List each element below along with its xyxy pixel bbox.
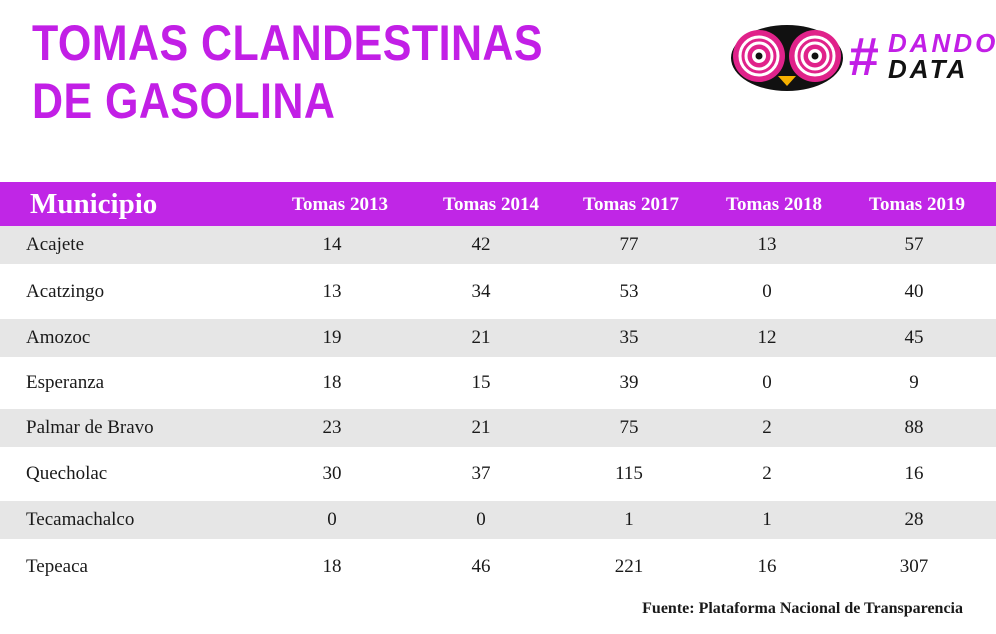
value-cell: 0 <box>476 509 486 530</box>
dando-data-owl-logo <box>731 25 843 91</box>
value-cell: 0 <box>762 280 772 302</box>
owl-right-eye-icon <box>789 30 841 82</box>
table-row: Amozoc 19 21 35 12 45 <box>0 319 996 357</box>
logo-word-data: DATA <box>888 54 969 84</box>
owl-left-eye-icon <box>733 30 785 82</box>
value-cell: 16 <box>757 555 777 577</box>
value-cell: 307 <box>899 555 929 577</box>
value-cell: 53 <box>619 280 639 302</box>
value-cell: 2 <box>762 417 772 438</box>
value-cell: 13 <box>757 234 777 255</box>
value-cell: 23 <box>322 417 342 438</box>
value-cell: 45 <box>904 327 924 348</box>
column-header-2018: Tomas 2018 <box>726 194 822 215</box>
row-municipio-cell: Palmar de Bravo <box>26 417 154 438</box>
value-cell: 57 <box>904 234 924 255</box>
value-cell: 13 <box>322 280 342 302</box>
value-cell: 39 <box>619 372 639 393</box>
source-note: Fuente: Plataforma Nacional de Transpare… <box>642 600 963 617</box>
value-cell: 88 <box>904 417 924 438</box>
value-cell: 1 <box>762 509 772 530</box>
value-cell: 37 <box>471 463 491 484</box>
value-cell: 19 <box>322 327 342 348</box>
value-cell: 1 <box>624 509 634 530</box>
value-cell: 34 <box>471 280 491 302</box>
value-cell: 77 <box>619 234 639 255</box>
value-cell: 30 <box>322 463 342 484</box>
value-cell: 21 <box>471 417 491 438</box>
table-row: Acajete 14 42 77 13 57 <box>0 226 996 264</box>
owl-beak-icon <box>778 76 796 86</box>
value-cell: 0 <box>762 372 772 393</box>
value-cell: 28 <box>904 509 924 530</box>
table-row: Palmar de Bravo 23 21 75 2 88 <box>0 409 996 447</box>
column-header-2017: Tomas 2017 <box>583 194 679 215</box>
value-cell: 221 <box>614 555 644 577</box>
value-cell: 115 <box>615 463 643 484</box>
table-row: Esperanza 18 15 39 0 9 <box>0 357 996 409</box>
title-line-1: TOMAS CLANDESTINAS <box>32 15 544 71</box>
row-municipio-cell: Acajete <box>26 234 85 255</box>
row-municipio-cell: Quecholac <box>26 463 108 484</box>
value-cell: 18 <box>322 372 342 393</box>
value-cell: 12 <box>757 327 777 348</box>
value-cell: 2 <box>762 463 772 484</box>
row-municipio-cell: Acatzingo <box>26 280 105 302</box>
table-row: Quecholac 30 37 115 2 16 <box>0 447 996 501</box>
column-header-2019: Tomas 2019 <box>869 194 965 215</box>
logo-hash: # <box>848 27 882 87</box>
value-cell: 15 <box>471 372 491 393</box>
table-body: Acajete 14 42 77 13 57 Acatzingo 13 34 53 0 40 Amozo… <box>0 226 996 594</box>
title-line-2: DE GASOLINA <box>32 73 336 129</box>
value-cell: 46 <box>471 555 491 577</box>
value-cell: 35 <box>619 327 639 348</box>
page-title: TOMAS CLANDESTINAS DE GASOLINA <box>32 14 543 130</box>
column-header-2014: Tomas 2014 <box>443 194 539 215</box>
row-municipio-cell: Amozoc <box>26 327 91 348</box>
column-header-municipio: Municipio <box>30 188 158 220</box>
row-municipio-cell: Tepeaca <box>26 555 88 577</box>
value-cell: 40 <box>904 280 924 302</box>
table-row: Tepeaca 18 46 221 16 307 <box>0 539 996 594</box>
value-cell: 42 <box>471 234 491 255</box>
column-header-2013: Tomas 2013 <box>292 194 388 215</box>
value-cell: 0 <box>327 509 337 530</box>
value-cell: 75 <box>619 417 639 438</box>
logo-word-dando: DANDO <box>888 28 996 58</box>
row-municipio-cell: Tecamachalco <box>26 509 135 530</box>
row-municipio-cell: Esperanza <box>26 372 105 393</box>
value-cell: 18 <box>322 555 342 577</box>
value-cell: 21 <box>471 327 491 348</box>
table-row: Tecamachalco 0 0 1 1 28 <box>0 501 996 539</box>
value-cell: 16 <box>904 463 924 484</box>
value-cell: 9 <box>909 372 919 393</box>
table-header: Municipio Tomas 2013 Tomas 2014 Tomas 20… <box>0 182 996 226</box>
table-row: Acatzingo 13 34 53 0 40 <box>0 264 996 319</box>
data-table: Municipio Tomas 2013 Tomas 2014 Tomas 20… <box>0 182 996 594</box>
value-cell: 14 <box>322 234 342 255</box>
